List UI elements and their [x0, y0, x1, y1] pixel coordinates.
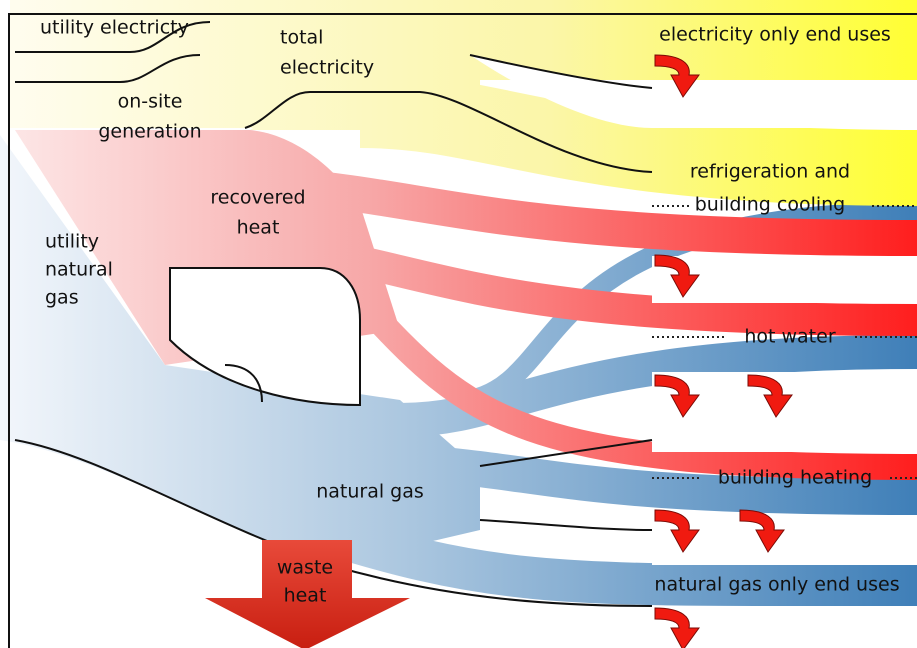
label: natural gas	[316, 481, 424, 503]
label: hot water	[744, 326, 835, 348]
label: recovered	[210, 187, 305, 209]
label: electricity only end uses	[659, 24, 891, 46]
label: heat	[237, 217, 280, 239]
energy-flow-diagram: utility electricty total electricity on-sit…	[0, 0, 917, 648]
label: heat	[284, 585, 327, 607]
label: total	[280, 27, 323, 49]
label: utility electricty	[40, 17, 189, 39]
label: gas	[45, 287, 79, 309]
label: building cooling	[695, 194, 846, 216]
label: utility	[45, 231, 99, 253]
label: waste	[277, 557, 333, 579]
label: on-site	[118, 91, 183, 113]
label: electricity	[280, 57, 374, 79]
label: natural	[45, 259, 113, 281]
label: generation	[98, 121, 201, 143]
label: natural gas only end uses	[654, 574, 899, 596]
label: building heating	[718, 467, 872, 489]
label: refrigeration and	[690, 161, 850, 183]
